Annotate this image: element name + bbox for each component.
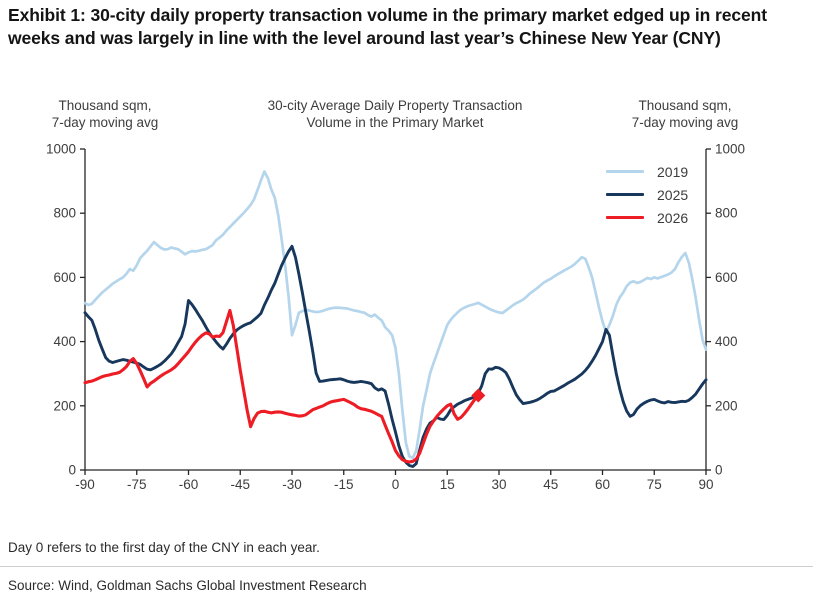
series-line-2026 — [83, 308, 480, 464]
legend-label: 2019 — [657, 163, 689, 180]
x-axis-tick-label: 0 — [392, 477, 400, 492]
legend-line-swatch-2025 — [606, 192, 644, 197]
x-axis-tick-label: 30 — [491, 477, 506, 492]
latest-point-diamond-marker — [471, 388, 486, 403]
legend-line-swatch-2019 — [606, 169, 644, 174]
y-axis-tick-label-left: 1000 — [46, 142, 76, 157]
exhibit-title: Exhibit 1: 30-city daily property transa… — [8, 5, 767, 48]
y-axis-tick-label-right: 0 — [715, 463, 723, 478]
x-axis-tick-label: -90 — [75, 477, 95, 492]
x-axis-tick-label: -45 — [230, 477, 250, 492]
x-axis-tick-label: 45 — [543, 477, 558, 492]
x-axis-tick-label: 15 — [440, 477, 455, 492]
x-axis-tick-label: -75 — [127, 477, 147, 492]
y-axis-tick-label-right: 1000 — [715, 142, 745, 157]
x-axis-tick-label: 60 — [595, 477, 610, 492]
x-axis-tick-label: 75 — [647, 477, 662, 492]
x-axis-tick-label: 90 — [698, 477, 713, 492]
y-axis-tick-label-right: 200 — [715, 398, 738, 413]
x-axis-tick-label: -60 — [179, 477, 199, 492]
legend-line-swatch-2026 — [606, 215, 644, 220]
legend-item-2019: 2019 — [606, 160, 688, 183]
legend-item-2025: 2025 — [606, 183, 688, 206]
y-axis-tick-label-right: 800 — [715, 206, 738, 221]
y-axis-tick-label-left: 600 — [53, 270, 76, 285]
left-axis-unit-label: Thousand sqm, 7-day moving avg — [51, 98, 159, 130]
right-axis-unit-label: Thousand sqm, 7-day moving avg — [631, 98, 739, 130]
y-axis-tick-label-left: 800 — [53, 206, 76, 221]
legend-label: 2025 — [657, 186, 689, 203]
y-axis-tick-label-left: 400 — [53, 334, 76, 349]
series-line-2025 — [83, 244, 708, 468]
x-axis-tick-label: -30 — [282, 477, 302, 492]
chart-footnote: Day 0 refers to the first day of the CNY… — [8, 540, 320, 555]
y-axis-tick-label-right: 400 — [715, 334, 738, 349]
y-axis-tick-label-left: 0 — [68, 463, 76, 478]
y-axis-tick-label-left: 200 — [53, 398, 76, 413]
legend-label: 2026 — [657, 209, 689, 226]
divider-line — [0, 566, 813, 567]
legend-item-2026: 2026 — [606, 206, 688, 229]
y-axis-tick-label-right: 600 — [715, 270, 738, 285]
chart-title: 30-city Average Daily Property Transacti… — [267, 98, 523, 130]
series-line-2019 — [83, 170, 708, 460]
chart-legend: 2019 2025 2026 — [606, 160, 688, 229]
x-axis-tick-label: -15 — [334, 477, 354, 492]
source-line: Source: Wind, Goldman Sachs Global Inves… — [8, 578, 367, 593]
